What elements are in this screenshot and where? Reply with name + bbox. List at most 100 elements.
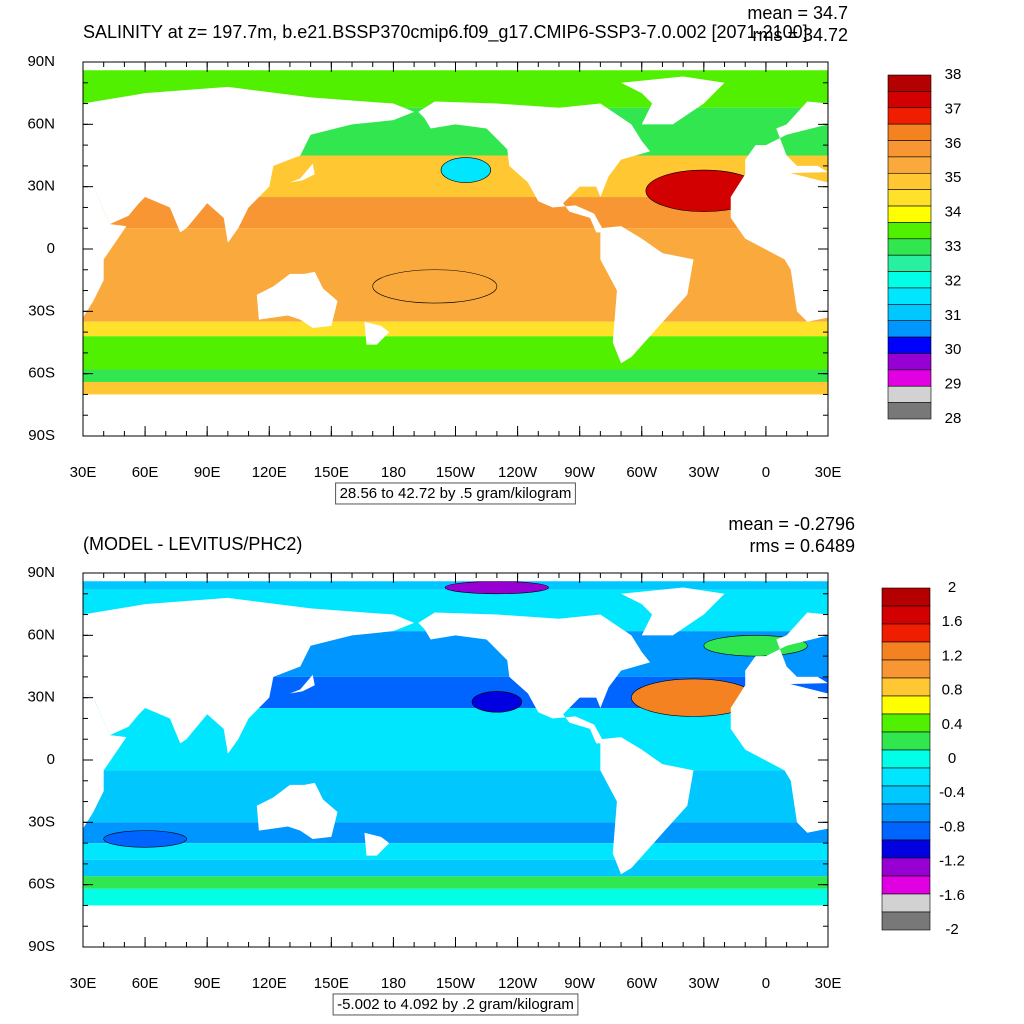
colorbar-label: 28 (945, 410, 962, 427)
lon-label: 120E (252, 975, 287, 992)
lon-label: 30W (688, 975, 720, 992)
land (364, 321, 390, 345)
ocean-feature (444, 581, 549, 595)
ocean-band (83, 843, 828, 860)
ocean-band (83, 770, 828, 823)
colorbar-box (881, 767, 931, 787)
lat-label: 90N (27, 564, 55, 581)
colorbar-label: 38 (945, 66, 962, 83)
colorbar-label: 29 (945, 376, 962, 393)
land (289, 674, 315, 694)
land (621, 76, 725, 125)
lat-label: 90S (28, 427, 55, 444)
colorbar-label: -0.8 (939, 818, 965, 835)
colorbar-box (887, 140, 932, 158)
colorbar-box (881, 893, 931, 913)
colorbar-box (887, 91, 932, 109)
lon-label: 30E (815, 464, 842, 481)
lat-label: 0 (47, 751, 55, 768)
lat-label: 60S (28, 365, 55, 382)
colorbar-box (881, 803, 931, 823)
lon-label: 180 (381, 975, 406, 992)
colorbar-box (881, 641, 931, 661)
lon-label: 60E (132, 975, 159, 992)
ocean-band (83, 888, 828, 906)
colorbar-box (887, 336, 932, 354)
lat-label: 30S (28, 813, 55, 830)
panel-title: SALINITY at z= 197.7m, b.e21.BSSP370cmip… (83, 22, 808, 43)
land (83, 693, 127, 829)
colorbar-box (887, 353, 932, 371)
land (289, 163, 315, 183)
colorbar-box (887, 369, 932, 387)
lon-label: 30E (70, 464, 97, 481)
colorbar-box (887, 74, 932, 92)
colorbar-box (881, 839, 931, 859)
colorbar-label: 1.2 (942, 647, 963, 664)
colorbar-label: 34 (945, 204, 962, 221)
colorbar-box (881, 785, 931, 805)
lon-label: 120E (252, 464, 287, 481)
colorbar-box (887, 320, 932, 338)
colorbar-box (887, 271, 932, 289)
land (418, 101, 651, 233)
colorbar-box (887, 385, 932, 403)
ocean-band (83, 708, 828, 771)
land (600, 226, 694, 364)
lon-label: 120W (498, 464, 538, 481)
colorbar-label: 0.8 (942, 682, 963, 699)
land (418, 612, 651, 744)
colorbar-box (881, 659, 931, 679)
colorbar-label: -2 (945, 921, 958, 938)
colorbar-box (887, 402, 932, 420)
land (256, 782, 338, 839)
lon-label: 150W (436, 464, 476, 481)
colorbar-label: 0 (948, 750, 956, 767)
colorbar-label: -0.4 (939, 784, 965, 801)
panel-title: (MODEL - LEVITUS/PHC2) (83, 534, 302, 554)
colorbar-box (881, 713, 931, 733)
colorbar-label: 37 (945, 100, 962, 117)
lon-label: 150E (314, 975, 349, 992)
ocean-feature (103, 830, 187, 848)
lon-label: 0 (762, 464, 770, 481)
colorbar-label: 30 (945, 341, 962, 358)
rms-label: rms = 34.72 (752, 25, 848, 45)
colorbar-box (887, 222, 932, 240)
colorbar-box (881, 605, 931, 625)
land (745, 101, 828, 175)
lon-label: 60E (132, 464, 159, 481)
ocean-feature (471, 691, 523, 713)
colorbar-label: 2 (948, 579, 956, 596)
land (83, 86, 415, 243)
ocean-band (83, 859, 828, 877)
colorbar-box (887, 238, 932, 256)
colorbar-box (887, 107, 932, 125)
ocean-band (83, 876, 828, 889)
map-panel: 90N 60N 30N 0 30S 60S 90S 30E 60E 90E 120E 150E 180 1… (27, 514, 965, 1016)
land (600, 737, 694, 875)
colorbar-box (887, 123, 932, 141)
lat-label: 60S (28, 876, 55, 893)
land (256, 271, 338, 328)
colorbar-box (887, 205, 932, 223)
rms-label: rms = 0.6489 (749, 536, 855, 556)
colorbar-box (881, 677, 931, 697)
ocean-band (83, 369, 828, 382)
colorbar-box (887, 156, 932, 174)
ocean-band (83, 381, 828, 395)
land (83, 597, 415, 754)
map-panel: 90N 60N 30N 0 30S 60S 90S 30E 60E 90E 120E 150E 180 1… (27, 3, 962, 505)
lat-label: 30S (28, 302, 55, 319)
colorbar-box (881, 749, 931, 769)
lon-label: 90W (564, 464, 596, 481)
ocean-band (83, 321, 828, 337)
lon-label: 60W (626, 464, 658, 481)
colorbar-box (887, 189, 932, 207)
lat-label: 30N (27, 178, 55, 195)
colorbar-box (881, 695, 931, 715)
colorbar-box (881, 857, 931, 877)
land (83, 182, 127, 318)
